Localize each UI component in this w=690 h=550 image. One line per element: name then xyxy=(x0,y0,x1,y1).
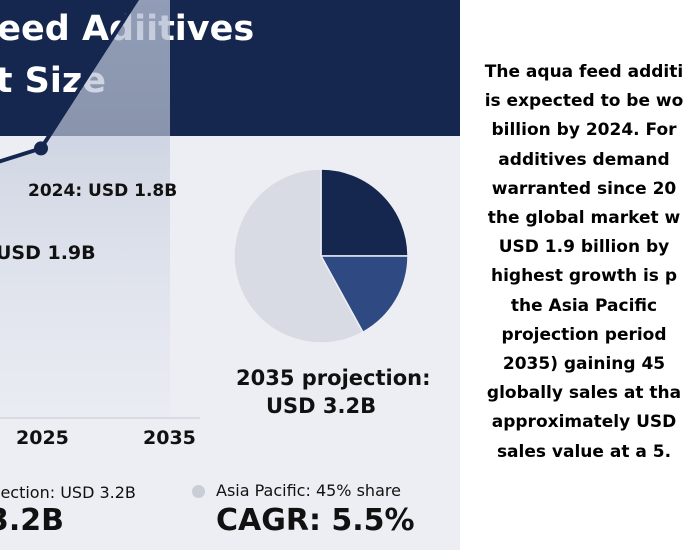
projection-text: jection: USD 3.2B xyxy=(0,483,136,502)
description-panel: The aqua feed additi is expected to be w… xyxy=(460,0,690,550)
area-fill xyxy=(0,0,170,418)
data-label-2025: USD 1.9B xyxy=(0,242,96,264)
chart-canvas xyxy=(0,0,409,419)
data-point-2025 xyxy=(34,141,48,156)
data-label-2024: 2024: USD 1.8B xyxy=(28,181,178,201)
bullet-dot xyxy=(192,485,205,498)
x-tick-label-2035: 2035 xyxy=(143,427,196,449)
projection-value: 3.2B xyxy=(0,503,65,538)
pie-caption-line-2: USD 3.2B xyxy=(266,394,377,418)
pie-slice-2 xyxy=(319,255,409,334)
pie-caption-line-1: 2035 projection: xyxy=(236,366,431,390)
pie-slice-3 xyxy=(233,168,364,344)
infographic-panel: feed Adiitives et Size 2024: USD 1.8B US… xyxy=(0,0,460,550)
pie-slice-1 xyxy=(320,168,409,257)
asia-pacific-share: Asia Pacific: 45% share xyxy=(216,481,401,500)
cagr-value: CAGR: 5.5% xyxy=(216,503,415,538)
description-paragraph: The aqua feed additi is expected to be w… xyxy=(484,62,684,462)
x-tick-label-2025: 2025 xyxy=(16,427,69,449)
